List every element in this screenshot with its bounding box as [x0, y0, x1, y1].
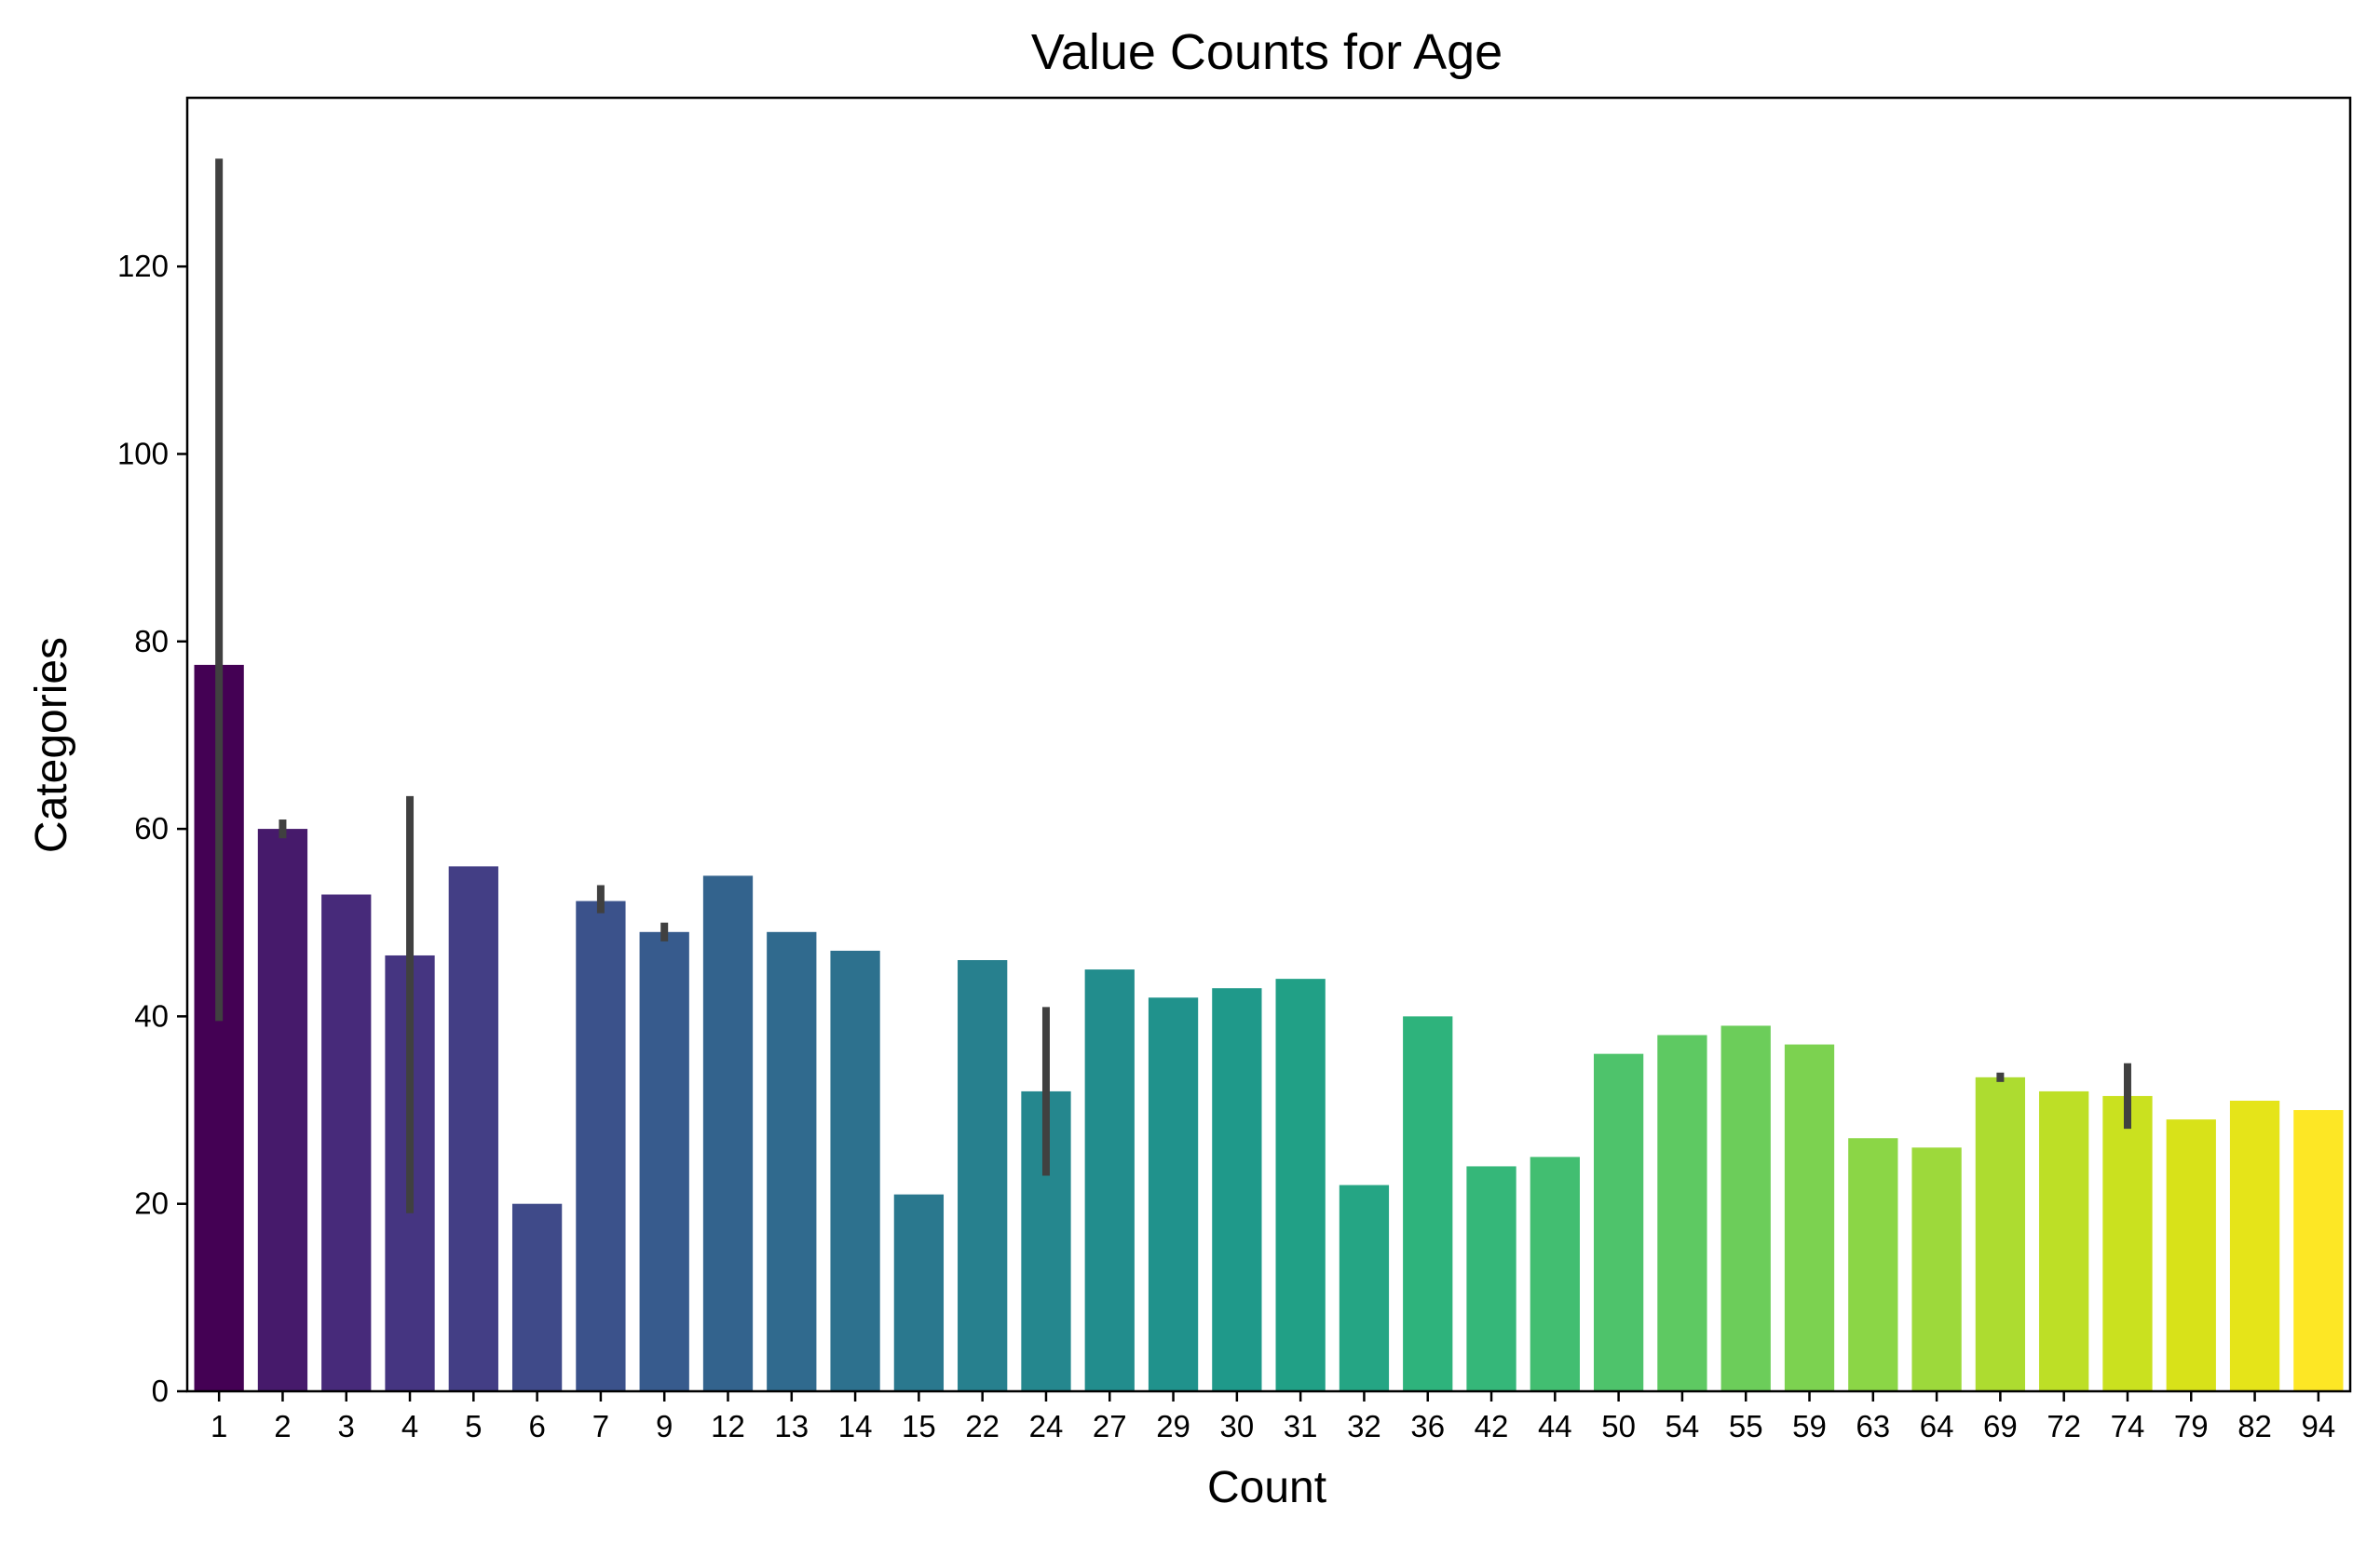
bar-30 — [1212, 988, 1262, 1391]
x-tick-label: 9 — [656, 1409, 673, 1443]
bar-42 — [1466, 1166, 1516, 1391]
bar-50 — [1593, 1053, 1644, 1391]
x-tick-label: 63 — [1856, 1409, 1890, 1443]
y-tick-label: 100 — [117, 436, 169, 470]
x-tick-label: 29 — [1156, 1409, 1190, 1443]
x-tick-label: 64 — [1920, 1409, 1954, 1443]
x-tick-label: 4 — [401, 1409, 418, 1443]
bar-6 — [511, 1203, 563, 1391]
bar-72 — [2039, 1090, 2089, 1391]
y-tick-label: 120 — [117, 249, 169, 283]
bar-22 — [958, 960, 1008, 1391]
y-tick-label: 60 — [134, 811, 169, 846]
bar-27 — [1084, 969, 1135, 1391]
x-tick-label: 59 — [1792, 1409, 1827, 1443]
x-tick-label: 50 — [1601, 1409, 1636, 1443]
bar-3 — [321, 894, 372, 1391]
bar-5 — [448, 866, 498, 1391]
x-tick-label: 7 — [592, 1409, 609, 1443]
x-tick-label: 6 — [528, 1409, 545, 1443]
bar-29 — [1148, 997, 1199, 1391]
x-tick-label: 2 — [274, 1409, 291, 1443]
x-tick-label: 5 — [465, 1409, 482, 1443]
x-tick-label: 12 — [711, 1409, 745, 1443]
y-tick-label: 40 — [134, 998, 169, 1033]
y-axis-label: Categories — [27, 637, 76, 853]
x-axis-label: Count — [1207, 1463, 1326, 1512]
x-tick-label: 44 — [1538, 1409, 1572, 1443]
x-axis-ticks: 1 2 3 4 5 6 7 9 12 13 14 15 22 24 27 29 30 31 32 36 42 44 50 54… — [211, 1391, 2335, 1443]
bar-32 — [1339, 1185, 1390, 1391]
x-tick-label: 13 — [774, 1409, 809, 1443]
bar-55 — [1720, 1025, 1771, 1391]
bar-82 — [2229, 1100, 2280, 1391]
x-tick-label: 1 — [211, 1409, 227, 1443]
x-tick-label: 74 — [2111, 1409, 2145, 1443]
y-tick-label: 80 — [134, 624, 169, 658]
bar-14 — [830, 950, 880, 1391]
bar-54 — [1657, 1035, 1707, 1391]
x-tick-label: 24 — [1029, 1409, 1064, 1443]
x-tick-label: 72 — [2047, 1409, 2081, 1443]
x-tick-label: 94 — [2301, 1409, 2335, 1443]
x-tick-label: 31 — [1284, 1409, 1318, 1443]
bar-9 — [639, 931, 689, 1391]
x-tick-label: 82 — [2237, 1409, 2272, 1443]
bar-15 — [893, 1194, 945, 1391]
bar-7 — [576, 901, 626, 1391]
bar-74 — [2102, 1095, 2153, 1391]
bar-36 — [1403, 1016, 1453, 1391]
x-tick-label: 3 — [338, 1409, 355, 1443]
bar-31 — [1275, 979, 1326, 1391]
x-tick-label: 55 — [1729, 1409, 1763, 1443]
error-bars-group — [215, 158, 2131, 1213]
x-tick-label: 69 — [1983, 1409, 2018, 1443]
x-tick-label: 15 — [902, 1409, 936, 1443]
x-tick-label: 42 — [1475, 1409, 1509, 1443]
x-tick-label: 27 — [1093, 1409, 1127, 1443]
bar-44 — [1530, 1157, 1580, 1391]
bar-79 — [2166, 1119, 2216, 1391]
x-tick-label: 32 — [1347, 1409, 1381, 1443]
bar-94 — [2293, 1110, 2344, 1391]
bars-group — [194, 664, 2344, 1391]
y-axis-ticks: 0 20 40 60 80 100 120 — [117, 249, 187, 1408]
x-tick-label: 22 — [965, 1409, 1000, 1443]
bar-64 — [1911, 1147, 1962, 1391]
x-tick-label: 36 — [1410, 1409, 1445, 1443]
y-tick-label: 0 — [152, 1374, 169, 1408]
x-tick-label: 30 — [1219, 1409, 1254, 1443]
y-tick-label: 20 — [134, 1186, 169, 1221]
chart-title: Value Counts for Age — [1031, 24, 1503, 80]
x-tick-label: 54 — [1666, 1409, 1700, 1443]
bar-2 — [257, 829, 308, 1391]
bar-59 — [1784, 1044, 1835, 1391]
bar-63 — [1848, 1138, 1898, 1391]
bar-13 — [767, 931, 817, 1391]
bar-12 — [702, 875, 754, 1391]
bar-69 — [1975, 1077, 2026, 1391]
plot-frame — [185, 96, 2352, 1393]
x-tick-label: 79 — [2174, 1409, 2209, 1443]
x-tick-label: 14 — [838, 1409, 873, 1443]
